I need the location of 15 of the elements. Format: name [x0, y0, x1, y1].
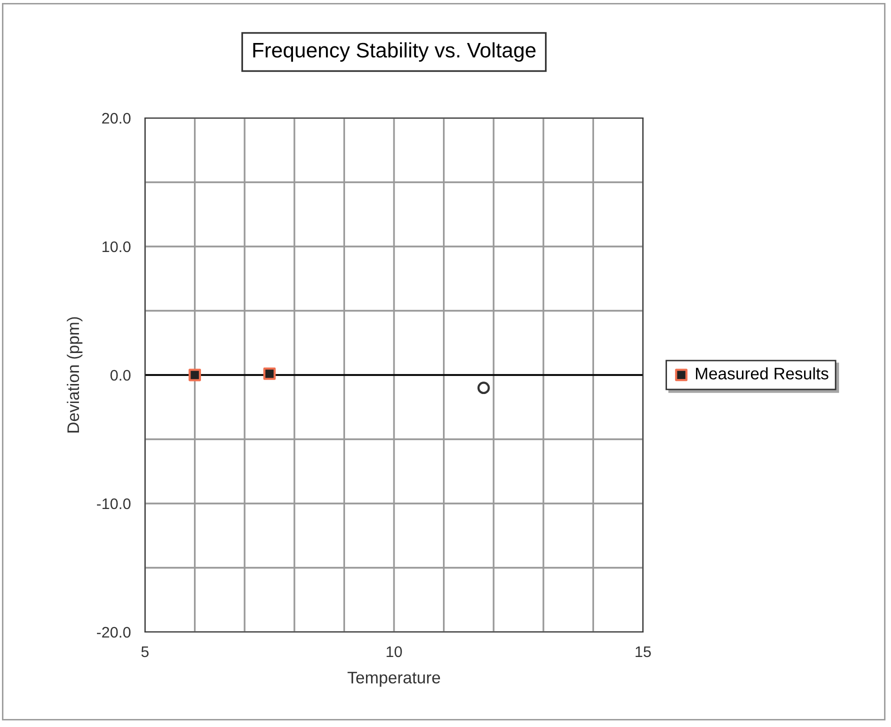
x-tick-label: 10: [386, 646, 402, 658]
x-tick-label: 5: [141, 646, 149, 658]
y-tick-label: 0.0: [110, 370, 131, 381]
point: [477, 382, 490, 394]
x-axis-title: Temperature: [348, 672, 440, 687]
y-tick-label: 10.0: [102, 241, 131, 252]
x-tick-label: 15: [636, 646, 651, 658]
y-axis-title: Deviation (ppm): [66, 317, 82, 432]
y-tick-label: 20.0: [102, 112, 131, 124]
point: [263, 368, 276, 380]
point: [188, 368, 201, 382]
y-tick-label: -10.0: [96, 498, 131, 510]
chart-title: Frequency Stability vs. Voltage: [253, 42, 536, 62]
y-tick-label: -20.0: [96, 626, 131, 638]
legend-label: Measured Results: [696, 367, 828, 380]
